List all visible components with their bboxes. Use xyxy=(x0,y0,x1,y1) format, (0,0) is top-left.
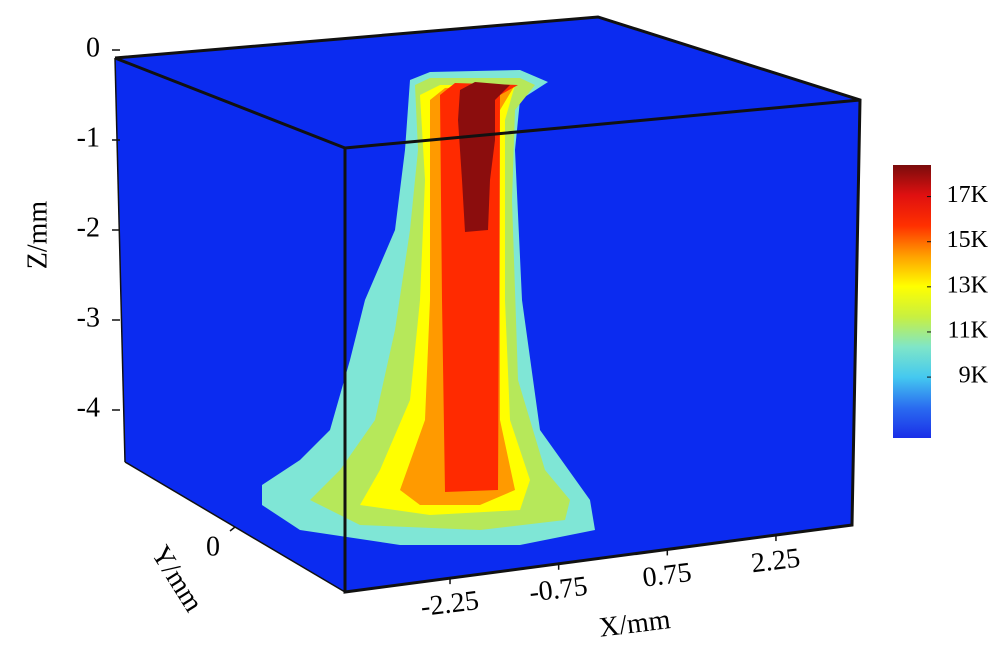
x-tick-label: 2.25 xyxy=(749,543,801,580)
z-tick-label: 0 xyxy=(86,32,100,63)
colorbar-ticks: 17K 15K 13K 11K 9K xyxy=(927,182,989,389)
z-axis-label: Z/mm xyxy=(22,201,53,270)
z-tick-label: -1 xyxy=(77,122,100,153)
z-tick-label: -2 xyxy=(77,212,100,243)
z-tick-label: -4 xyxy=(77,392,100,423)
colorbar-tick-label: 9K xyxy=(959,363,989,389)
colorbar-tick-label: 11K xyxy=(948,317,989,343)
x-axis-label: X/mm xyxy=(597,604,672,644)
x-tick-label: -0.75 xyxy=(528,571,590,609)
colorbar-tick-label: 15K xyxy=(947,227,989,253)
colorbar xyxy=(893,165,931,438)
box-edges xyxy=(114,15,862,594)
x-tick-label: 0.75 xyxy=(641,557,693,594)
colorbar-tick-label: 17K xyxy=(947,182,989,208)
y-axis-label: Y/mm xyxy=(145,540,209,617)
x-tick-label: -2.25 xyxy=(419,585,481,623)
colorbar-tick-label: 13K xyxy=(947,272,989,298)
z-tick-label: -3 xyxy=(77,302,100,333)
y-tick xyxy=(229,526,236,532)
y-tick-label: 0 xyxy=(206,531,220,562)
